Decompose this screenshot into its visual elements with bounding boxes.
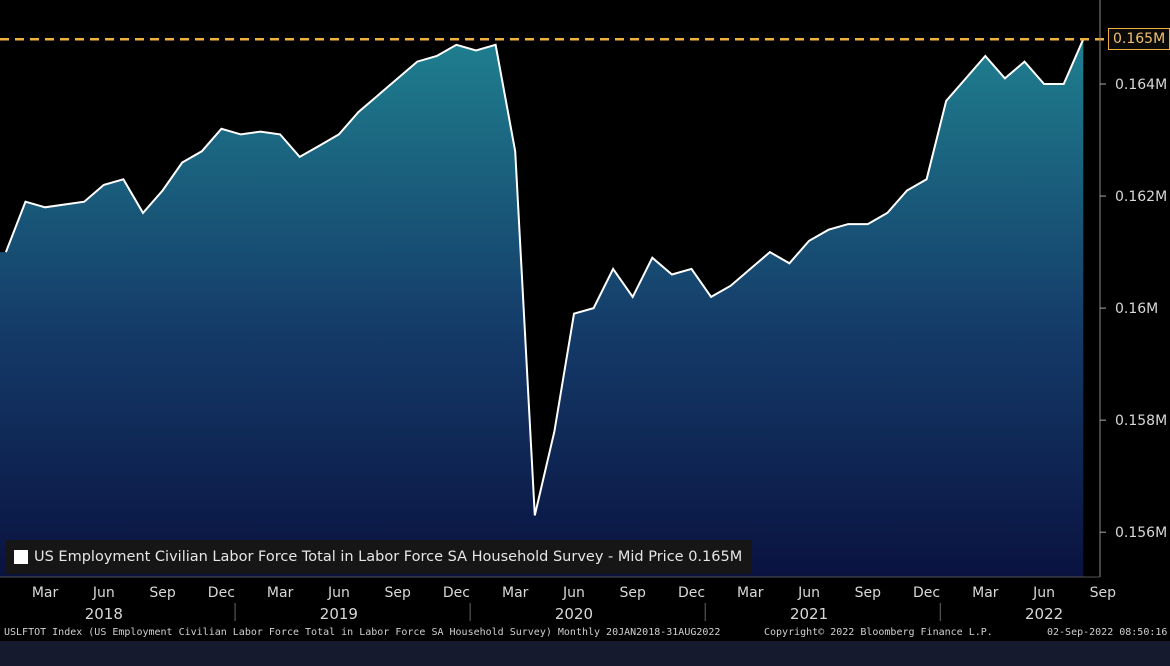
x-year-label: 2021 — [790, 605, 828, 623]
x-tick-label: Sep — [149, 585, 176, 601]
footer-bar — [0, 641, 1170, 666]
footer: USLFTOT Index (US Employment Civilian La… — [0, 624, 1170, 641]
x-tick-label: Dec — [678, 585, 705, 601]
x-year-label: 2020 — [555, 605, 593, 623]
x-year-label: 2022 — [1025, 605, 1063, 623]
x-tick-label: Mar — [972, 585, 999, 601]
x-year-label: 2018 — [85, 605, 123, 623]
y-tick-label: 0.156M — [1115, 525, 1167, 541]
x-tick-label: Sep — [855, 585, 882, 601]
legend-text: US Employment Civilian Labor Force Total… — [34, 549, 743, 565]
y-tick-label: 0.164M — [1115, 77, 1167, 93]
x-tick-label: Mar — [32, 585, 59, 601]
x-tick-label: Sep — [1090, 585, 1117, 601]
y-tick-label: 0.158M — [1115, 413, 1167, 429]
footer-ticker: USLFTOT Index (US Employment Civilian La… — [4, 627, 721, 638]
footer-timestamp: 02-Sep-2022 08:50:16 — [1047, 627, 1168, 638]
x-tick-label: Jun — [562, 585, 585, 601]
x-tick-label: Dec — [913, 585, 940, 601]
series-area — [0, 39, 1084, 577]
legend-swatch — [14, 550, 28, 564]
axis-layer: 0.156M 0.158M 0.16M 0.162M 0.164M Mar Jun Sep De… — [0, 0, 1167, 623]
legend: US Employment Civilian Labor Force Total… — [6, 540, 753, 574]
footer-copyright: Copyright© 2022 Bloomberg Finance L.P. — [764, 627, 993, 638]
x-tick-label: Dec — [443, 585, 470, 601]
y-tick-label: 0.162M — [1115, 189, 1167, 205]
x-tick-label: Sep — [384, 585, 411, 601]
last-value-badge: 0.165M — [1108, 28, 1170, 51]
x-tick-label: Jun — [797, 585, 820, 601]
x-tick-label: Sep — [620, 585, 647, 601]
x-tick-label: Mar — [267, 585, 294, 601]
x-tick-label: Mar — [737, 585, 764, 601]
x-tick-label: Jun — [327, 585, 350, 601]
x-tick-label: Jun — [92, 585, 115, 601]
series-line — [4, 38, 1085, 516]
x-tick-label: Jun — [1032, 585, 1055, 601]
x-tick-label: Mar — [502, 585, 529, 601]
x-year-label: 2019 — [320, 605, 358, 623]
x-tick-label: Dec — [208, 585, 235, 601]
y-tick-label: 0.16M — [1115, 301, 1158, 317]
